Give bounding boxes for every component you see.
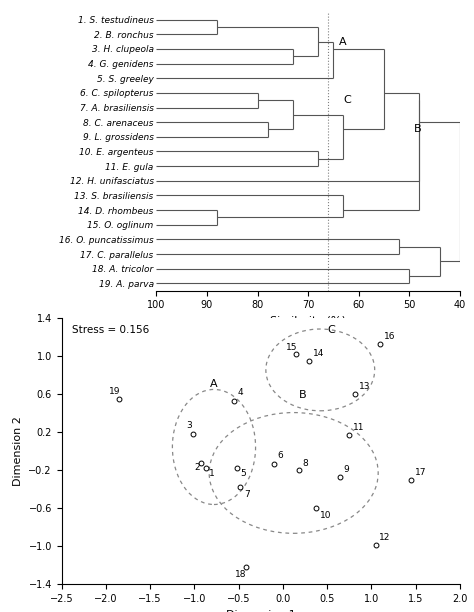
Text: 17: 17 [415,468,426,477]
Text: A: A [210,379,218,389]
Text: 13: 13 [359,382,370,392]
Text: 4: 4 [237,388,243,397]
Text: Stress = 0.156: Stress = 0.156 [72,324,149,335]
Text: 2: 2 [194,463,200,472]
Text: 19: 19 [109,387,120,396]
Text: B: B [414,124,422,135]
Text: C: C [328,326,336,335]
Text: 10: 10 [320,511,331,520]
Text: 14: 14 [313,349,324,358]
Text: 6: 6 [277,451,283,460]
Text: 15: 15 [285,343,297,351]
X-axis label: Similarity (%): Similarity (%) [270,316,346,326]
Text: 1: 1 [209,469,214,478]
Text: 18: 18 [235,570,246,579]
Text: 11: 11 [353,424,364,432]
Text: 3: 3 [186,422,192,430]
Text: B: B [299,390,306,400]
Text: A: A [338,37,346,47]
Text: 16: 16 [383,332,395,341]
Y-axis label: Dimension 2: Dimension 2 [13,416,23,487]
Text: 7: 7 [244,490,250,499]
Text: 9: 9 [344,465,350,474]
X-axis label: Dimension 1: Dimension 1 [226,610,296,612]
Text: 12: 12 [379,532,391,542]
Text: 5: 5 [240,469,246,478]
Text: C: C [344,95,351,105]
Text: 8: 8 [302,458,308,468]
